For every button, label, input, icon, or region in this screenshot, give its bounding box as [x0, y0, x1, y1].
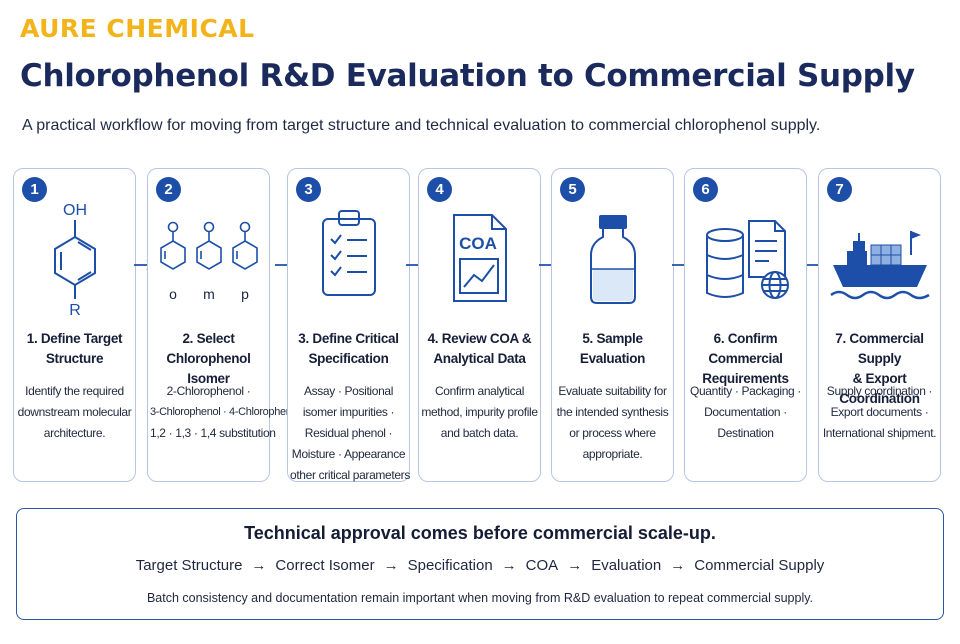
step-title: 2. Select Chlorophenol Isomer: [166, 331, 251, 386]
para-label: p: [241, 286, 249, 302]
step-title: 7. Commercial Supply & Export Coordinati…: [835, 331, 924, 406]
step-card-3: 3 3. Define Critical Specification Assay…: [287, 168, 410, 482]
step-card-1: 1 OH R 1. Define Target Structure Identi…: [13, 168, 136, 482]
step-description: Supply coordination · Export documents ·…: [822, 384, 937, 440]
flow-step: Commercial Supply: [694, 557, 825, 574]
flow-arrow: →: [251, 557, 267, 574]
step-card-6: 6 6. Confirm Commercial Requireme: [684, 168, 807, 482]
step-badge: 4: [427, 177, 452, 202]
step-card-7: 7 7. Commercial Supply & Export Coordina…: [818, 168, 941, 482]
flow-arrow: →: [567, 557, 583, 574]
step-title: 3. Define Critical Specification: [298, 331, 399, 366]
flow-step: Evaluation: [591, 557, 662, 574]
step-badge: 6: [693, 177, 718, 202]
flow-arrow: →: [670, 557, 686, 574]
step-badge: 3: [296, 177, 321, 202]
coa-label: COA: [459, 234, 497, 253]
meta-label: m: [203, 286, 215, 302]
clipboard-checklist-icon: [321, 210, 376, 296]
step-badge: 7: [827, 177, 852, 202]
page-subtitle: A practical workflow for moving from tar…: [22, 117, 821, 134]
step-card-4: 4 COA 4. Review COA & Analytical Data Co…: [418, 168, 541, 482]
step-card-2: 2 o m p 2. Select Chlorophenol Is: [147, 168, 300, 482]
flow-step: COA: [525, 557, 559, 574]
step-card-5: 5 5. Sample Evaluation Evaluate suitabil…: [551, 168, 674, 482]
step-description: 2-Chlorophenol · 3-Chlorophenol · 4-Chlo…: [150, 384, 300, 440]
step-description: Confirm analytical method, impurity prof…: [421, 384, 538, 440]
step-title: 6. Confirm Commercial Requirements: [702, 331, 789, 386]
step-badge: 2: [156, 177, 181, 202]
summary-note: Batch consistency and documentation rema…: [146, 591, 814, 605]
oh-label: OH: [63, 202, 87, 219]
flow-step: Correct Isomer: [275, 557, 375, 574]
step-description: Assay · Positional isomer impurities · R…: [290, 384, 410, 482]
ortho-label: o: [169, 286, 177, 302]
sample-bottle-icon: [589, 215, 636, 304]
step-description: Quantity · Packaging · Documentation · D…: [689, 384, 802, 440]
cargo-ship-icon: [829, 231, 930, 300]
coa-document-icon: COA: [452, 214, 507, 302]
drum-document-globe-icon: [705, 220, 789, 299]
step-title: 4. Review COA & Analytical Data: [427, 331, 532, 366]
brand-logo: AURE CHEMICAL: [20, 14, 255, 43]
summary-flow: Target Structure → Correct Isomer → Specific…: [17, 557, 943, 574]
step-description: Identify the required downstream molecul…: [17, 384, 132, 440]
flow-step: Specification: [407, 557, 493, 574]
target-structure-icon: OH R: [53, 202, 96, 319]
step-badge: 1: [22, 177, 47, 202]
flow-step: Target Structure: [135, 557, 243, 574]
summary-heading: Technical approval comes before commerci…: [244, 523, 716, 543]
step-title: 5. Sample Evaluation: [579, 331, 646, 366]
step-badge: 5: [560, 177, 585, 202]
flow-arrow: →: [383, 557, 399, 574]
step-description: Evaluate suitability for the intended sy…: [556, 384, 669, 461]
isomer-rings-icon: o m p: [159, 221, 258, 302]
summary-panel: Technical approval comes before commerci…: [16, 508, 944, 620]
step-title: 1. Define Target Structure: [26, 331, 123, 366]
r-label: R: [69, 302, 81, 319]
flow-arrow: →: [501, 557, 517, 574]
page-title: Chlorophenol R&D Evaluation to Commercia…: [20, 58, 915, 94]
